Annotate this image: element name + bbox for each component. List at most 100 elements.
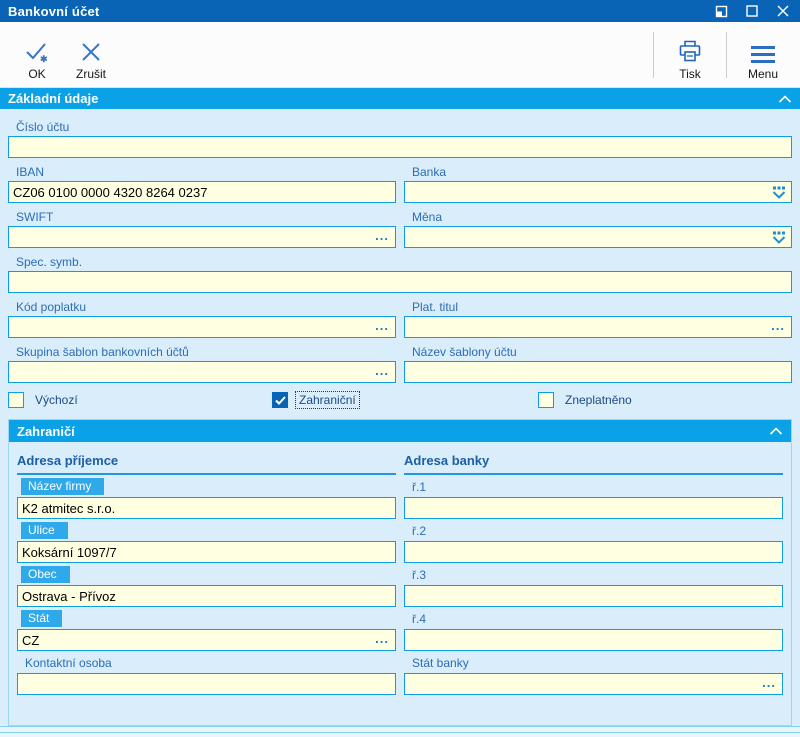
skupina-sablon-label: Skupina šablon bankovních účtů (16, 345, 189, 359)
kod-poplatku-ellipsis-button[interactable]: ... (375, 318, 389, 333)
restore-icon (715, 5, 727, 17)
plat-titul-input[interactable] (405, 317, 770, 337)
r3-inputbox (404, 585, 783, 607)
r2-input[interactable] (405, 542, 782, 562)
menu-button[interactable]: Menu (736, 27, 790, 83)
checkbox-zneplatneno[interactable]: Zneplatněno (538, 392, 792, 408)
collapse-foreign-section-button[interactable] (769, 426, 783, 436)
toolbar-separator (726, 31, 727, 78)
stat-banky-ellipsis-button[interactable]: ... (762, 675, 776, 690)
cancel-button[interactable]: Zrušit (64, 27, 118, 83)
kontaktni-osoba-inputbox (17, 673, 396, 695)
checkbox-zahranicni[interactable]: Zahraniční (272, 391, 538, 409)
zneplatneno-checkbox[interactable] (538, 392, 554, 408)
ok-button-label: OK (28, 66, 46, 81)
r3-input[interactable] (405, 586, 782, 606)
r4-input[interactable] (405, 630, 782, 650)
zahranicni-checkbox-label: Zahraniční (295, 391, 360, 409)
spec-symb-label: Spec. symb. (16, 255, 83, 269)
print-button-label: Tisk (679, 66, 701, 81)
nazev-firmy-chip-label: Název firmy (21, 478, 105, 495)
toolbar-separator (653, 31, 654, 78)
menu-hamburger-icon (751, 39, 775, 63)
stat-ellipsis-button[interactable]: ... (375, 631, 389, 646)
cancel-x-icon (80, 39, 102, 63)
spec-symb-input[interactable] (9, 272, 791, 292)
plat-titul-ellipsis-button[interactable]: ... (771, 318, 785, 333)
field-plat-titul: Plat. titul ... (404, 293, 792, 338)
checkbox-row: Výchozí Zahraniční Zneplatněno (8, 391, 792, 409)
bank-address-header: Adresa banky (404, 448, 783, 475)
kod-poplatku-input[interactable] (9, 317, 374, 337)
field-r1: ř.1 (404, 475, 783, 519)
stat-banky-inputbox: ... (404, 673, 783, 695)
swift-input[interactable] (9, 227, 374, 247)
field-stat: Stát ... (17, 607, 396, 651)
obec-inputbox (17, 585, 396, 607)
r2-label: ř.2 (412, 524, 427, 538)
field-r3: ř.3 (404, 563, 783, 607)
section-title-foreign: Zahraničí (17, 423, 75, 439)
banka-input[interactable] (405, 182, 770, 202)
checkbox-vychozi[interactable]: Výchozí (8, 392, 272, 408)
print-button[interactable]: Tisk (663, 27, 717, 83)
close-window-button[interactable] (776, 4, 790, 18)
mena-lookup-dropdown-icon[interactable] (770, 231, 791, 244)
window-controls (714, 4, 790, 18)
field-swift: SWIFT ... (8, 203, 396, 248)
plat-titul-label: Plat. titul (412, 300, 459, 314)
skupina-sablon-input[interactable] (9, 362, 374, 382)
window-title: Bankovní účet (8, 3, 100, 19)
cancel-button-label: Zrušit (76, 66, 106, 81)
field-r4: ř.4 (404, 607, 783, 651)
nazev-firmy-inputbox (17, 497, 396, 519)
r1-input[interactable] (405, 498, 782, 518)
nazev-firmy-input[interactable] (18, 498, 395, 518)
chevron-up-icon (769, 427, 783, 435)
toolbar: ✱ OK Zrušit (0, 22, 800, 88)
vychozi-checkbox[interactable] (8, 392, 24, 408)
field-spec-symb: Spec. symb. (8, 255, 792, 293)
mena-input[interactable] (405, 227, 770, 247)
iban-label: IBAN (16, 165, 45, 179)
nazev-sablony-inputbox (404, 361, 792, 383)
obec-chip-label: Obec (21, 566, 70, 583)
skupina-sablon-ellipsis-button[interactable]: ... (375, 363, 389, 378)
nazev-sablony-label: Název šablony účtu (412, 345, 517, 359)
nazev-sablony-input[interactable] (405, 362, 791, 382)
maximize-window-button[interactable] (745, 4, 759, 18)
kontaktni-osoba-label: Kontaktní osoba (25, 656, 112, 670)
ulice-inputbox (17, 541, 396, 563)
field-kod-poplatku: Kód poplatku ... (8, 293, 396, 338)
chevron-up-icon (778, 94, 792, 103)
collapse-section-button[interactable] (778, 94, 792, 104)
zneplatneno-checkbox-label: Zneplatněno (565, 393, 632, 407)
zahranicni-checkbox[interactable] (272, 392, 288, 408)
checkmark-icon (274, 395, 286, 405)
obec-input[interactable] (18, 586, 395, 606)
toolbar-right: Tisk Menu (644, 22, 790, 87)
field-ulice: Ulice (17, 519, 396, 563)
swift-ellipsis-button[interactable]: ... (375, 228, 389, 243)
field-banka: Banka (404, 158, 792, 203)
restore-window-button[interactable] (714, 4, 728, 18)
field-stat-banky: Stát banky ... (404, 651, 783, 695)
close-icon (777, 5, 789, 17)
ulice-input[interactable] (18, 542, 395, 562)
printer-icon (677, 39, 703, 63)
stat-input[interactable] (18, 630, 374, 650)
kontaktni-osoba-input[interactable] (18, 674, 395, 694)
cislo-uctu-inputbox (8, 136, 792, 158)
stat-banky-label: Stát banky (412, 656, 469, 670)
banka-lookup-dropdown-icon[interactable] (770, 186, 791, 199)
field-obec: Obec (17, 563, 396, 607)
stat-banky-input[interactable] (405, 674, 761, 694)
spec-symb-inputbox (8, 271, 792, 293)
ok-button[interactable]: ✱ OK (10, 27, 64, 83)
cislo-uctu-input[interactable] (9, 137, 791, 157)
kod-poplatku-inputbox: ... (8, 316, 396, 338)
swift-label: SWIFT (16, 210, 54, 224)
iban-input[interactable] (9, 182, 395, 202)
section-header-basic: Základní údaje (0, 88, 800, 109)
